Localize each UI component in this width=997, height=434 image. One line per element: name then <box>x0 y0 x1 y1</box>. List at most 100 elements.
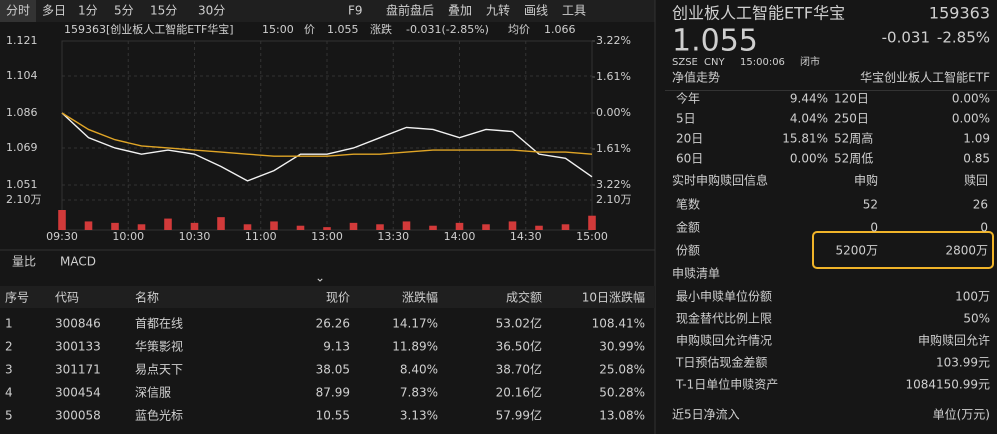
table-cell[interactable]: 首都在线 <box>135 317 183 331</box>
bottom-tab[interactable]: 量比 <box>12 255 36 269</box>
avg: 1.066 <box>544 23 576 36</box>
table-cell: 14.17% <box>392 317 438 331</box>
x-tick-label: 14:00 <box>444 230 476 243</box>
toolbar-tab[interactable]: 5分 <box>114 4 134 18</box>
stat-label: 5日 <box>676 112 696 126</box>
table-cell: 38.70亿 <box>496 362 542 377</box>
volume-bar <box>217 217 225 230</box>
volume-bar <box>190 222 199 230</box>
quote-meta: SZSE <box>672 57 698 68</box>
table-cell: 36.50亿 <box>496 339 542 354</box>
table-cell: 10.55 <box>316 409 350 423</box>
list-label: T日预估现金差额 <box>675 355 767 370</box>
toolbar-tool[interactable]: 画线 <box>524 4 548 18</box>
table-cell: 300454 <box>55 386 101 400</box>
volume-bar <box>270 221 278 230</box>
toolbar-tab[interactable]: 30分 <box>198 4 225 18</box>
stat-label: 60日 <box>676 152 703 166</box>
table-cell[interactable]: 易点天下 <box>135 363 183 377</box>
stat-value: 0.00% <box>952 112 990 126</box>
stat-value: 0.00% <box>790 152 828 166</box>
volume-bar <box>84 221 93 230</box>
stat-value: 1.09 <box>963 132 990 146</box>
table-cell: 57.99亿 <box>496 408 542 423</box>
volume-bar <box>243 224 252 230</box>
sub-value: 0 <box>980 221 988 235</box>
table-cell: 25.08% <box>599 363 645 377</box>
list-value: 100万 <box>955 290 990 304</box>
section-title: 申赎清单 <box>672 267 720 281</box>
bottom-tab[interactable]: MACD <box>60 255 96 269</box>
x-tick-label: 13:30 <box>377 230 409 243</box>
table-cell[interactable]: 华策影视 <box>135 339 183 354</box>
nav-fund: 华宝创业板人工智能ETF <box>860 70 990 85</box>
section-title: 实时申购赎回信息 <box>672 173 768 188</box>
table-cell: 300133 <box>55 340 101 354</box>
sub-value: 26 <box>973 198 988 212</box>
expand-icon[interactable]: ⌄ <box>315 271 325 285</box>
quote-meta: CNY <box>704 57 725 68</box>
highlight-box <box>812 231 994 269</box>
table-cell: 300846 <box>55 317 101 331</box>
quote-change: -0.031 <box>882 29 930 47</box>
volume-bar <box>429 225 437 230</box>
volume-bar <box>535 225 543 230</box>
volume-bar <box>402 221 411 230</box>
sub-label: 金额 <box>676 220 700 235</box>
list-label: T-1日单位申赎资产 <box>675 377 778 392</box>
list-label: 现金替代比例上限 <box>676 311 772 326</box>
stock-name: 159363[创业板人工智能ETF华宝] <box>64 22 234 36</box>
toolbar-tab[interactable]: 1分 <box>78 4 98 18</box>
x-tick-label: 10:00 <box>112 230 144 243</box>
x-tick-label: 09:30 <box>46 230 78 243</box>
price-label: 价 <box>304 23 315 36</box>
toolbar-tool[interactable]: F9 <box>348 4 363 18</box>
table-cell: 2 <box>5 340 13 354</box>
col-head: 赎回 <box>964 174 988 188</box>
table-cell[interactable]: 深信服 <box>135 386 171 400</box>
table-cell: 3.13% <box>400 409 438 423</box>
volume-bar <box>508 221 517 230</box>
table-cell: 30.99% <box>599 340 645 354</box>
list-value: 50% <box>963 312 990 326</box>
time: 15:00 <box>262 23 294 36</box>
toolbar-tool[interactable]: 叠加 <box>448 4 472 18</box>
series-line <box>61 112 593 157</box>
table-cell: 108.41% <box>592 317 645 331</box>
y2-tick-label: 1.61% <box>596 142 631 155</box>
toolbar-tab[interactable]: 分时 <box>6 4 30 18</box>
vol-tick-label: 2.10万 <box>6 193 42 206</box>
volume-bar <box>455 222 464 230</box>
table-header: 名称 <box>135 290 159 305</box>
toolbar-tool[interactable]: 工具 <box>562 4 586 18</box>
table-cell: 3 <box>5 363 13 377</box>
avg-label: 均价 <box>508 23 530 36</box>
table-cell[interactable]: 蓝色光标 <box>135 409 183 423</box>
sub-value: 0 <box>870 221 878 235</box>
volume-bar <box>561 224 570 230</box>
nav-title: 净值走势 <box>672 70 720 85</box>
quote-meta: 闭市 <box>800 55 820 68</box>
y-tick-label: 1.086 <box>6 106 38 119</box>
sub-label: 笔数 <box>676 197 700 212</box>
y2-tick-label: 0.00% <box>596 106 631 119</box>
toolbar-tool[interactable]: 九转 <box>486 3 510 18</box>
stat-value: 0.00% <box>952 92 990 106</box>
sub-label: 份额 <box>676 244 700 258</box>
table-cell: 13.08% <box>599 409 645 423</box>
volume-bar <box>296 225 305 230</box>
list-value: 103.99元 <box>936 356 990 370</box>
toolbar-tab[interactable]: 15分 <box>150 4 177 18</box>
volume-bar <box>376 224 384 230</box>
toolbar-tool[interactable]: 盘前盘后 <box>386 3 434 18</box>
table-cell: 53.02亿 <box>496 316 542 331</box>
toolbar-tab[interactable]: 多日 <box>42 4 66 18</box>
table-cell: 26.26 <box>316 317 350 331</box>
table-header: 序号 <box>5 290 29 305</box>
table-cell: 301171 <box>55 363 101 377</box>
table-cell: 7.83% <box>400 386 438 400</box>
table-header: 代码 <box>55 291 79 305</box>
volume-bar <box>349 222 358 230</box>
table-cell: 38.05 <box>316 363 350 377</box>
